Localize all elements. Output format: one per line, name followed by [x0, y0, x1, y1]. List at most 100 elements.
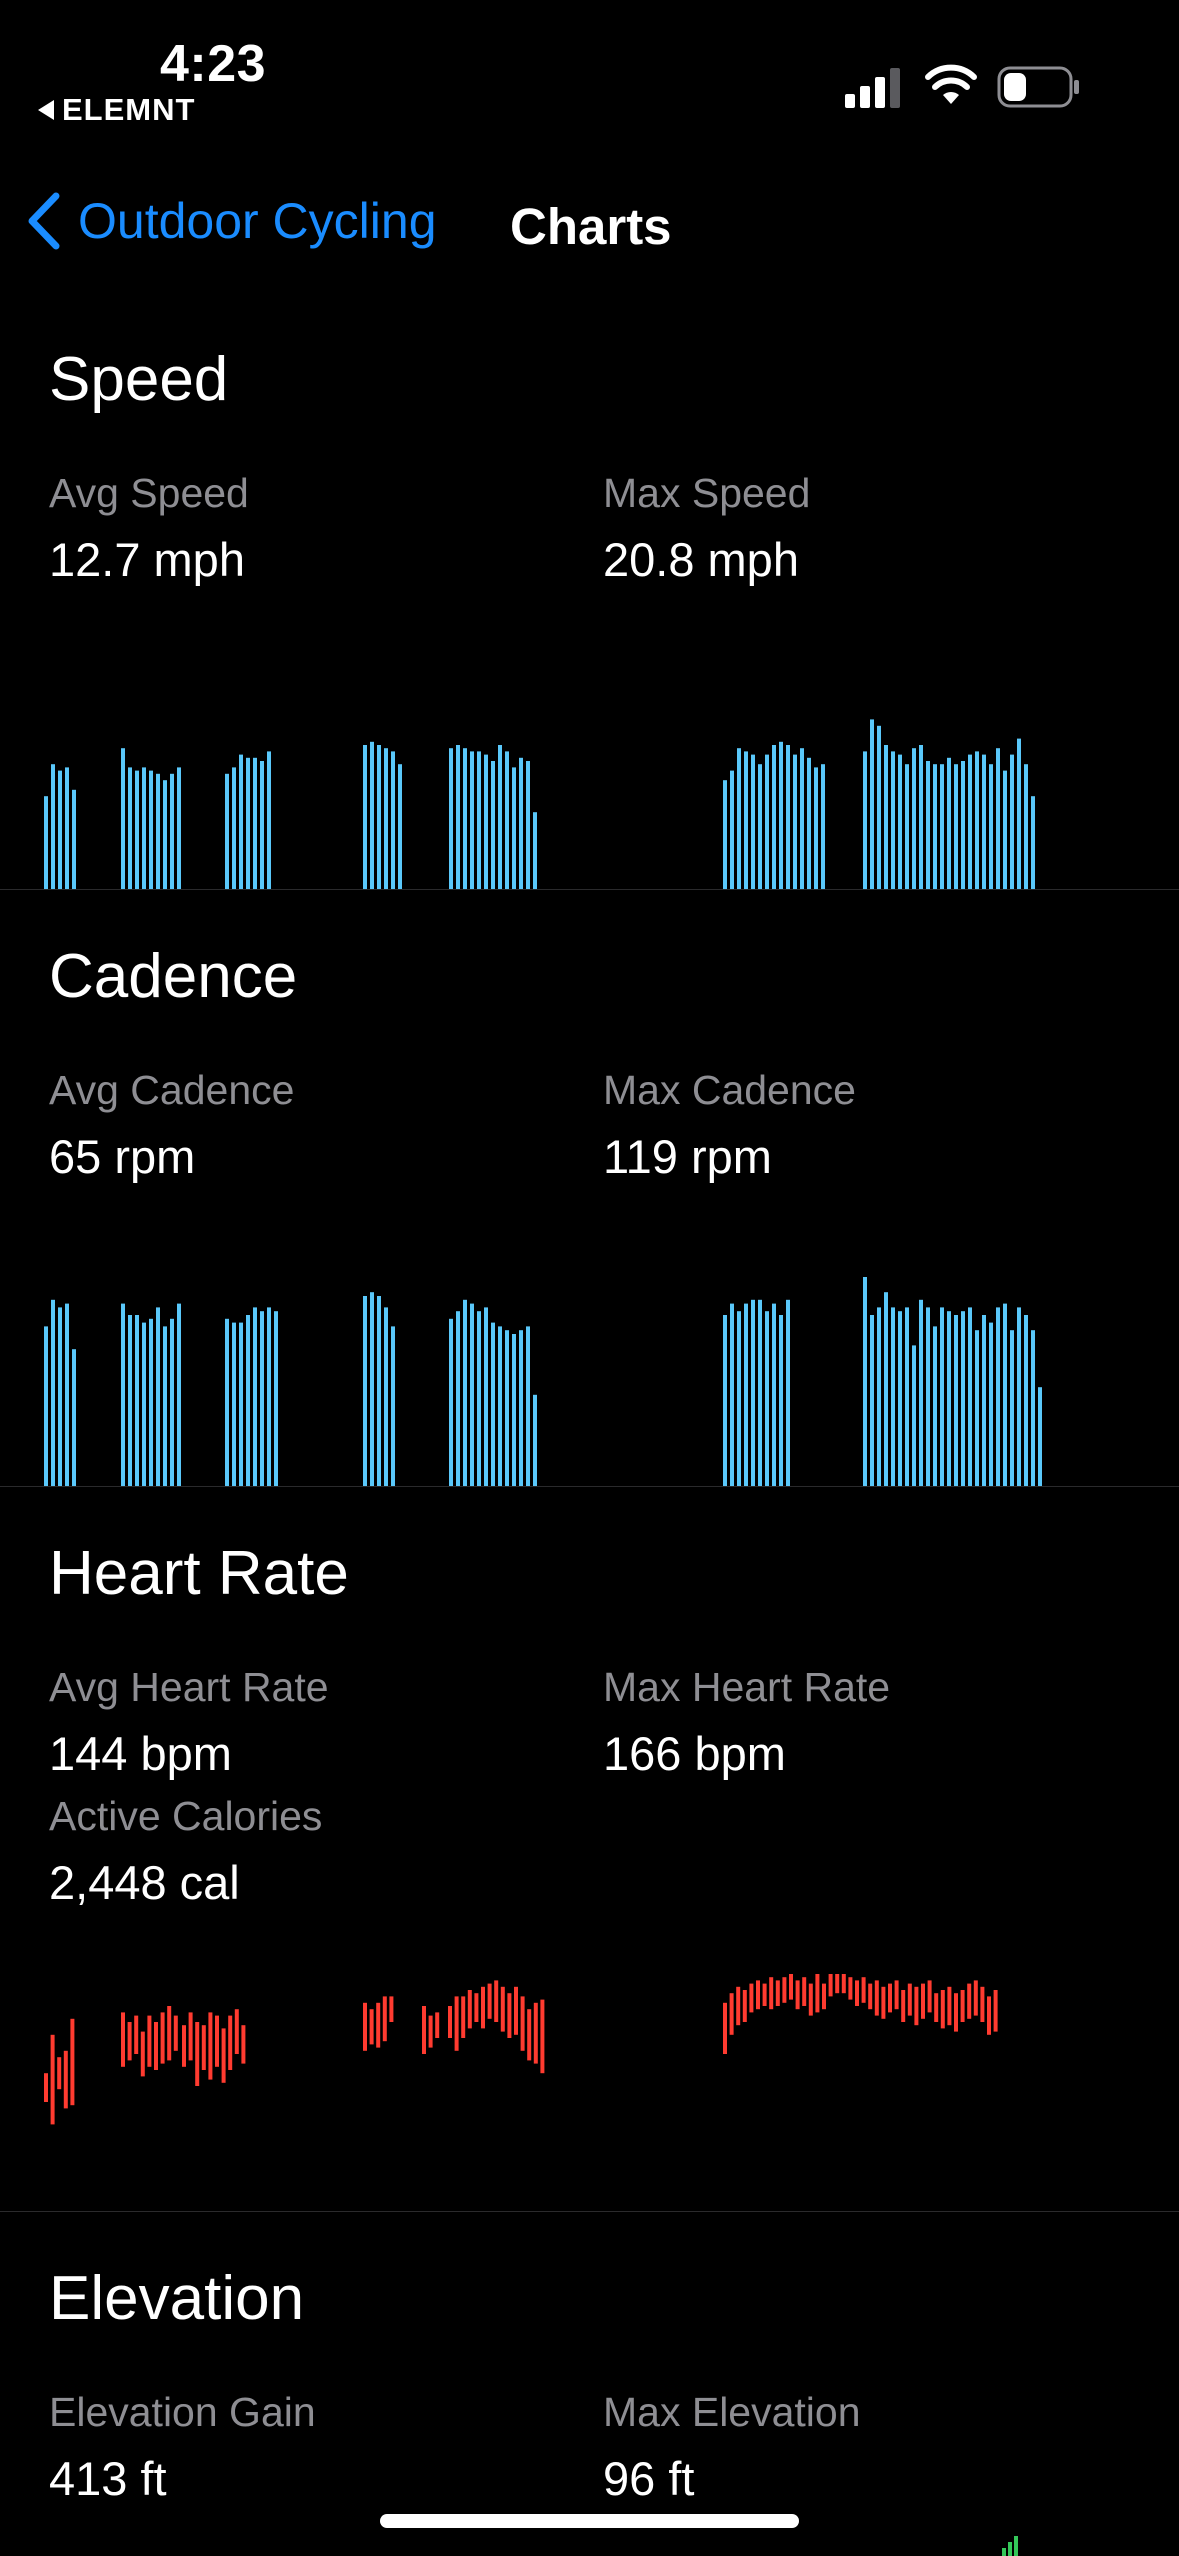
- chart-bar: [772, 745, 776, 889]
- chart-bar: [898, 754, 902, 889]
- chart-bar: [44, 796, 48, 889]
- heart-rate-bar: [147, 2015, 152, 2067]
- heart-rate-bar: [474, 1993, 479, 2022]
- chart-bar: [793, 754, 797, 889]
- chart-bar: [982, 1315, 986, 1486]
- heart-rate-bar: [507, 1993, 512, 2038]
- avg-speed-label: Avg Speed: [49, 470, 249, 516]
- chart-bar: [772, 1303, 776, 1486]
- chart-bar: [996, 1307, 1000, 1486]
- back-button-label: Outdoor Cycling: [78, 193, 437, 249]
- chart-bar: [170, 773, 174, 889]
- chart-bar: [274, 1311, 278, 1486]
- chart-bar: [156, 773, 160, 889]
- cadence-chart: [44, 1277, 1042, 1486]
- chart-bar: [51, 764, 55, 889]
- heart-rate-bar: [514, 1986, 518, 2035]
- heart-rate-bar: [888, 1983, 892, 2013]
- heart-rate-bar: [188, 2012, 193, 2061]
- chart-bar: [786, 745, 790, 889]
- elevation-gain-label: Elevation Gain: [49, 2389, 316, 2435]
- chart-bar: [44, 1326, 48, 1486]
- chart-bar: [149, 770, 153, 889]
- heart-rate-bar: [894, 1980, 899, 2010]
- chart-bar: [1010, 754, 1014, 889]
- heart-rate-bar: [454, 1996, 459, 2051]
- heart-rate-bar: [802, 1977, 807, 2006]
- chart-bar: [779, 1315, 783, 1486]
- chart-bar: [477, 1311, 481, 1486]
- heart-rate-bar: [723, 2002, 727, 2054]
- heart-rate-bar: [855, 1980, 859, 2006]
- chart-bar: [239, 1322, 243, 1486]
- chart-bar: [121, 748, 125, 889]
- elevation-bar: [1008, 2542, 1012, 2556]
- heart-rate-chart: [44, 1974, 998, 2125]
- chart-bar: [975, 1330, 979, 1486]
- back-button[interactable]: Outdoor Cycling: [24, 190, 437, 252]
- chart-bar: [723, 780, 727, 889]
- heart-rate-bar: [215, 2015, 219, 2067]
- heart-rate-bar: [861, 1977, 866, 2003]
- heart-rate-bar: [182, 2025, 186, 2067]
- heart-rate-bar: [500, 1986, 505, 2032]
- heart-rate-bar: [540, 1999, 545, 2074]
- avg-cadence-label: Avg Cadence: [49, 1067, 295, 1113]
- heart-rate-bar: [140, 2031, 145, 2077]
- heart-rate-bar: [520, 1996, 525, 2051]
- chart-bar: [519, 1330, 523, 1486]
- chart-bar: [961, 1311, 965, 1486]
- chart-bar: [470, 1303, 474, 1486]
- heart-rate-bar: [448, 2006, 452, 2038]
- heart-rate-bar: [127, 2022, 132, 2061]
- heart-rate-bar: [154, 2022, 158, 2070]
- chart-bar: [933, 764, 937, 889]
- heart-rate-bar: [993, 1990, 998, 2032]
- back-to-app[interactable]: ELEMNT: [38, 92, 195, 128]
- heart-rate-bar: [134, 2015, 139, 2054]
- chart-bar: [1024, 1315, 1028, 1486]
- chart-bar: [363, 745, 367, 889]
- chart-bar: [519, 757, 523, 889]
- chart-bar: [954, 764, 958, 889]
- chart-bar: [470, 751, 474, 889]
- chart-bar: [526, 1326, 530, 1486]
- chart-bar: [253, 1307, 257, 1486]
- chart-bar: [863, 1277, 867, 1486]
- chart-bar: [505, 1330, 509, 1486]
- back-app-label: ELEMNT: [62, 92, 196, 127]
- chart-bar: [730, 1303, 734, 1486]
- max-heart-rate-value: 166 bpm: [603, 1727, 786, 1780]
- chart-bar: [370, 741, 374, 889]
- home-indicator[interactable]: [380, 2514, 799, 2528]
- chart-bar: [814, 767, 818, 889]
- heart-rate-bar: [795, 1980, 800, 2010]
- elevation-bar: [1014, 2536, 1018, 2556]
- chart-bar: [751, 754, 755, 889]
- chart-bar: [807, 757, 811, 889]
- heart-rate-bar: [461, 1996, 466, 2038]
- chart-bar: [232, 767, 236, 889]
- heart-rate-bar: [841, 1974, 846, 1994]
- heart-rate-bar: [874, 1980, 879, 2016]
- chart-bar: [905, 1307, 909, 1486]
- chart-bar: [919, 745, 923, 889]
- heart-rate-bar: [467, 1990, 472, 2029]
- chart-bar: [156, 1307, 160, 1486]
- elevation-chart: [1002, 2536, 1018, 2556]
- section-divider: [0, 1486, 1179, 1487]
- chart-bar: [456, 745, 460, 889]
- heart-rate-bar: [487, 1983, 492, 2019]
- speed-title: Speed: [49, 345, 229, 414]
- chart-bar: [491, 1322, 495, 1486]
- heart-rate-bar: [208, 2012, 213, 2080]
- chart-bar: [163, 1326, 167, 1486]
- chart-bar: [370, 1292, 374, 1486]
- chart-bar: [989, 764, 993, 889]
- heart-rate-bar: [435, 2012, 440, 2038]
- chart-bar: [765, 754, 769, 889]
- chart-bar: [384, 1307, 388, 1486]
- chart-bar: [737, 748, 741, 889]
- chart-bar: [484, 1307, 488, 1486]
- chart-bar: [758, 1299, 762, 1486]
